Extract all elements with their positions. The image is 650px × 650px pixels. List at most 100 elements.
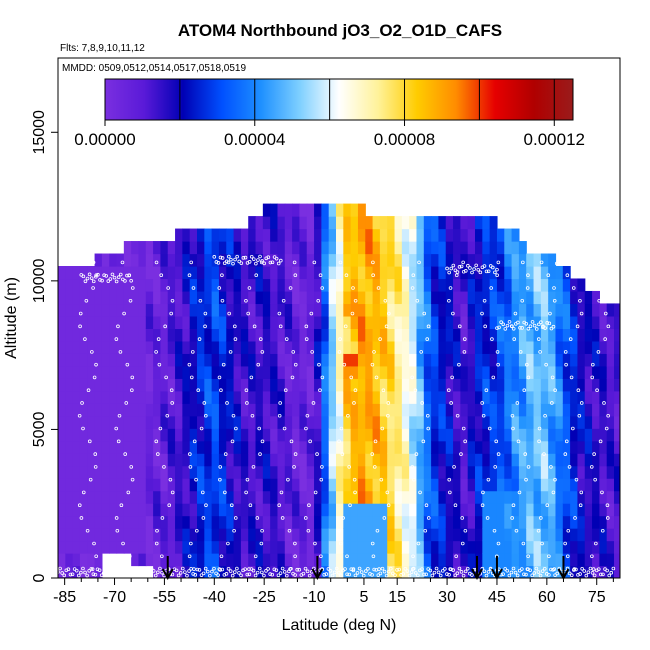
track-point — [526, 375, 531, 380]
x-tick-label: -70 — [103, 589, 126, 606]
heatmap-cell — [116, 303, 125, 317]
track-point — [604, 426, 609, 431]
heatmap-cell — [577, 378, 586, 392]
track-point — [462, 350, 467, 354]
track-point — [91, 286, 95, 290]
track-point — [160, 516, 165, 520]
track-point — [588, 566, 593, 571]
heatmap-cell — [540, 540, 549, 554]
heatmap-cell — [328, 216, 337, 230]
heatmap-cell — [482, 253, 491, 267]
track-point — [434, 566, 439, 571]
heatmap-cell — [453, 490, 461, 504]
heatmap-cell — [255, 465, 264, 479]
heatmap-cell — [482, 478, 491, 492]
track-point — [538, 573, 543, 578]
track-point — [91, 260, 96, 265]
track-point — [278, 401, 282, 405]
heatmap-cell — [431, 253, 440, 267]
heatmap-cell — [160, 403, 169, 417]
heatmap-cell — [211, 440, 220, 454]
track-point — [259, 541, 264, 546]
heatmap-cell — [123, 453, 132, 467]
track-point — [595, 388, 599, 393]
heatmap-cell — [416, 553, 425, 567]
heatmap-cell — [160, 440, 169, 454]
heatmap-cell — [577, 503, 586, 517]
heatmap-cell — [277, 440, 286, 454]
heatmap-cell — [423, 428, 432, 442]
y-tick-label: 15000 — [31, 110, 48, 155]
heatmap-cell — [438, 303, 447, 317]
heatmap-cell — [357, 403, 366, 417]
track-point — [525, 567, 530, 571]
track-point — [230, 573, 235, 578]
heatmap-cell — [109, 353, 118, 367]
heatmap-cell — [101, 528, 110, 542]
track-point — [205, 569, 210, 574]
track-point — [540, 569, 545, 573]
heatmap-cell — [350, 328, 359, 342]
heatmap-cell — [284, 415, 293, 429]
track-point — [538, 350, 542, 354]
track-point — [178, 571, 183, 575]
heatmap-cell — [460, 390, 469, 404]
track-point — [114, 337, 119, 341]
heatmap-cell — [504, 503, 513, 517]
heatmap-cell — [438, 465, 447, 479]
track-point — [517, 490, 522, 495]
heatmap-cell — [460, 428, 469, 442]
heatmap-cell — [606, 490, 615, 504]
heatmap-cell — [182, 440, 191, 454]
heatmap-cell — [292, 528, 301, 542]
heatmap-cell — [321, 465, 330, 479]
track-point — [424, 572, 428, 577]
heatmap-cell — [379, 353, 388, 367]
heatmap-cell — [599, 503, 608, 517]
track-point — [62, 573, 67, 578]
heatmap-cell — [204, 478, 213, 492]
heatmap-cell — [401, 490, 410, 504]
heatmap-cell — [197, 315, 205, 329]
track-point — [591, 362, 595, 367]
heatmap-cell — [262, 203, 271, 217]
heatmap-cell — [592, 540, 600, 554]
track-point — [605, 516, 610, 520]
heatmap-cell — [511, 540, 520, 554]
heatmap-cell — [65, 403, 74, 417]
heatmap-cell — [423, 315, 432, 329]
heatmap-cell — [277, 266, 286, 280]
heatmap-cell — [277, 315, 286, 329]
heatmap-cell — [72, 378, 81, 392]
heatmap-cell — [248, 340, 257, 354]
track-point — [279, 490, 284, 495]
heatmap-cell — [577, 515, 586, 529]
heatmap-cell — [467, 428, 476, 442]
heatmap-cell — [453, 241, 461, 255]
heatmap-cell — [284, 278, 293, 292]
track-point — [383, 298, 388, 303]
heatmap-cell — [343, 540, 352, 554]
heatmap-cell — [562, 340, 571, 354]
heatmap-cell — [218, 540, 227, 554]
heatmap-cell — [357, 378, 366, 392]
heatmap-cell — [592, 378, 600, 392]
heatmap-cell — [153, 253, 162, 267]
heatmap-cell — [321, 328, 330, 342]
track-point — [513, 570, 518, 575]
heatmap-cell — [197, 390, 205, 404]
track-point — [579, 490, 584, 495]
track-point — [414, 452, 419, 456]
heatmap-cell — [533, 528, 542, 542]
heatmap-cell — [87, 303, 96, 317]
heatmap-cell — [475, 353, 483, 367]
heatmap-cell — [475, 241, 483, 255]
heatmap-cell — [277, 453, 286, 467]
heatmap-cell — [482, 415, 491, 429]
track-point — [320, 286, 325, 290]
heatmap-cell — [540, 528, 549, 542]
heatmap-cell — [87, 290, 96, 305]
heatmap-cell — [445, 390, 454, 404]
track-point — [282, 426, 287, 431]
heatmap-cell — [423, 490, 432, 504]
